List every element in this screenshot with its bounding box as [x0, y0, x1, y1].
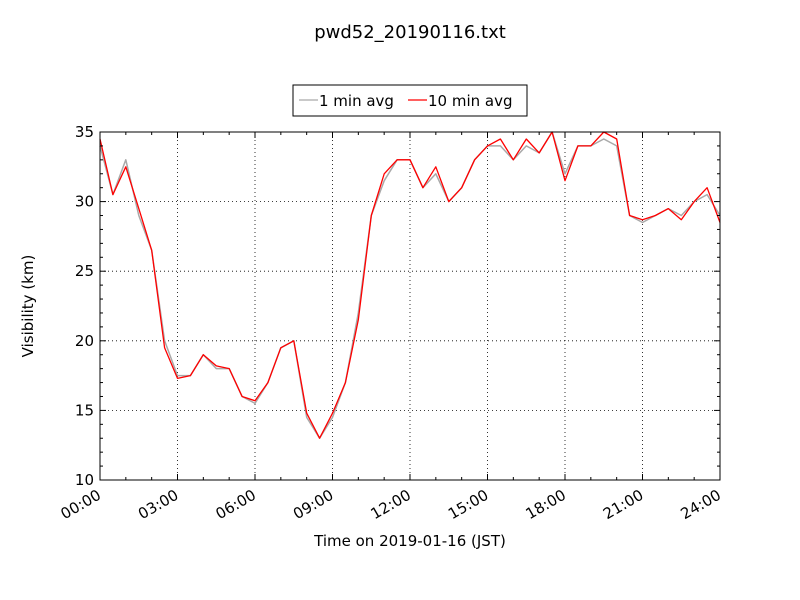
- legend-label-10min: 10 min avg: [428, 92, 513, 110]
- y-tick-label: 30: [75, 193, 94, 211]
- x-tick-label: 00:00: [58, 486, 104, 523]
- y-tick-label: 10: [75, 471, 94, 489]
- x-tick-label: 15:00: [445, 486, 491, 523]
- series-lines: [99, 131, 721, 439]
- y-tick-label: 15: [75, 401, 94, 419]
- y-tick-label: 20: [75, 332, 94, 350]
- x-axis-label: Time on 2019-01-16 (JST): [313, 532, 506, 550]
- x-tick-label: 12:00: [368, 486, 414, 523]
- x-tick-label: 09:00: [290, 486, 336, 523]
- chart-title: pwd52_20190116.txt: [314, 22, 506, 43]
- x-tick-label: 18:00: [523, 486, 569, 523]
- grid: [100, 132, 720, 480]
- series-10min-avg-line: [99, 131, 721, 439]
- x-tick-label: 24:00: [678, 486, 724, 523]
- legend-label-1min: 1 min avg: [319, 92, 394, 110]
- x-tick-label: 06:00: [213, 486, 259, 523]
- y-tick-label: 35: [75, 123, 94, 141]
- axis-ticks: 00:00 03:00 06:00 09:00 12:00 15:00 18:00 21:00…: [58, 123, 724, 523]
- y-axis-label: Visibility (km): [19, 255, 37, 358]
- x-tick-label: 03:00: [135, 486, 181, 523]
- x-tick-label: 21:00: [600, 486, 646, 523]
- y-tick-label: 25: [75, 262, 94, 280]
- legend: 1 min avg 10 min avg: [292, 84, 528, 117]
- plot-area-frame: [99, 131, 721, 481]
